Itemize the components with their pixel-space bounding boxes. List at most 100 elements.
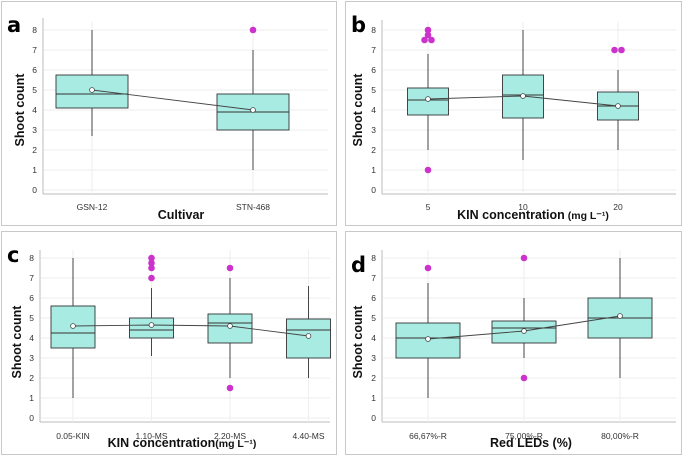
mean-marker-a-1 <box>250 107 256 113</box>
x-tick-label-d-0: 66,67%-R <box>409 431 447 441</box>
y-tick-label-a-2: 2 <box>32 145 37 155</box>
y-tick-label-d-6: 6 <box>371 293 376 303</box>
mark-layer-c <box>50 254 331 398</box>
outlier-b-0-1 <box>421 36 428 44</box>
x-tick-label-c-1: 1.10-MS <box>135 431 167 441</box>
y-tick-label-d-1: 1 <box>371 393 376 403</box>
plot-area-a: 0 1 2 3 4 5 6 7 8 GSN-12 STN-468 <box>32 18 328 212</box>
y-tick-label-b-4: 4 <box>371 105 376 115</box>
y-axis-label-a: Shoot count <box>13 73 27 147</box>
y-tick-label-b-2: 2 <box>371 145 376 155</box>
y-tick-label-c-7: 7 <box>29 273 34 283</box>
y-tick-label-c-1: 1 <box>29 393 34 403</box>
y-tick-label-a-6: 6 <box>32 65 37 75</box>
plot-area-d: 0 1 2 3 4 5 6 7 8 66,67%-R 75,00%-R 80,00%-R <box>371 250 676 441</box>
y-tick-label-c-6: 6 <box>29 293 34 303</box>
plot-area-c: 0 1 2 3 4 5 6 7 8 0.05-KIN 1.10-MS 2.20-MS 4.40-MS <box>29 250 331 441</box>
mean-marker-d-2 <box>617 313 623 319</box>
outlier-d-1-0 <box>520 374 528 382</box>
y-tick-label-d-0: 0 <box>371 413 376 423</box>
y-tick-label-c-3: 3 <box>29 353 34 363</box>
y-tick-label-b-7: 7 <box>371 45 376 55</box>
outlier-c-1-2 <box>148 259 155 267</box>
panel-d: d Shoot count Red LEDs (%) 0 1 2 3 4 5 6 7 8 66,6… <box>345 231 682 455</box>
y-tick-label-a-7: 7 <box>32 45 37 55</box>
y-tick-label-d-8: 8 <box>371 253 376 263</box>
x-tick-label-a-1: STN-468 <box>236 202 270 212</box>
y-tick-label-d-4: 4 <box>371 333 376 343</box>
x-tick-label-a-0: GSN-12 <box>77 202 108 212</box>
mean-marker-c-3 <box>305 333 312 339</box>
y-tick-label-a-8: 8 <box>32 25 37 35</box>
mean-marker-a-0 <box>89 87 95 93</box>
x-axis-label-a: Cultivar <box>158 208 205 222</box>
y-tick-label-a-0: 0 <box>32 185 37 195</box>
y-tick-label-a-5: 5 <box>32 85 37 95</box>
outlier-c-2-0 <box>226 384 234 392</box>
outlier-b-2-0 <box>611 46 618 54</box>
y-tick-label-b-0: 0 <box>371 185 376 195</box>
x-tick-label-b-1: 10 <box>518 202 528 212</box>
y-tick-label-d-2: 2 <box>371 373 376 383</box>
mean-line-a <box>91 89 254 111</box>
y-tick-label-a-1: 1 <box>32 165 37 175</box>
mark-layer-a <box>55 26 290 170</box>
mean-marker-b-2 <box>615 103 621 109</box>
y-tick-label-b-1: 1 <box>371 165 376 175</box>
mean-marker-b-0 <box>425 96 431 102</box>
y-tick-label-b-5: 5 <box>371 85 376 95</box>
y-tick-label-d-3: 3 <box>371 353 376 363</box>
mean-marker-d-0 <box>425 336 431 342</box>
x-tick-label-d-1: 75,00%-R <box>505 431 543 441</box>
tick-layer-d: 0 1 2 3 4 5 6 7 8 66,67%-R 75,00%-R 80,00%-R <box>371 253 639 441</box>
x-tick-label-c-2: 2.20-MS <box>214 431 246 441</box>
mean-marker-c-2 <box>227 323 233 329</box>
y-tick-label-b-6: 6 <box>371 65 376 75</box>
outlier-d-1-1 <box>520 254 528 262</box>
outlier-b-0-2 <box>428 36 435 44</box>
panel-label-c: c <box>7 243 19 267</box>
mean-marker-d-1 <box>521 328 527 334</box>
x-axis-label-b: KIN concentration (mg L⁻¹) <box>457 208 609 222</box>
box-c-1 <box>129 317 174 339</box>
x-tick-label-b-0: 5 <box>426 202 431 212</box>
panel-label-a: a <box>7 13 21 37</box>
outlier-c-1-3 <box>148 254 155 262</box>
panel-label-d: d <box>351 253 366 277</box>
outlier-b-0-3 <box>424 31 432 39</box>
y-tick-label-c-5: 5 <box>29 313 34 323</box>
outlier-d-0-0 <box>424 264 432 272</box>
outlier-c-1-0 <box>148 274 155 282</box>
y-tick-label-c-2: 2 <box>29 373 34 383</box>
y-axis-label-c: Shoot count <box>10 305 24 379</box>
outlier-c-1-1 <box>148 264 155 272</box>
x-tick-label-c-0: 0.05-KIN <box>56 431 90 441</box>
outlier-c-2-1 <box>226 264 234 272</box>
y-axis-label-b: Shoot count <box>351 73 365 147</box>
mark-layer-b <box>407 26 639 174</box>
y-tick-label-b-3: 3 <box>371 125 376 135</box>
y-tick-label-d-5: 5 <box>371 313 376 323</box>
x-tick-label-b-2: 20 <box>613 202 623 212</box>
y-tick-label-b-8: 8 <box>371 25 376 35</box>
outlier-a-1-0 <box>249 26 257 34</box>
panel-a: a Shoot count Cultivar 0 1 2 3 4 5 6 7 8 GSN-12 ST… <box>1 1 337 226</box>
mean-marker-c-1 <box>148 322 155 328</box>
mark-layer-d <box>395 254 653 398</box>
tick-layer-a: 0 1 2 3 4 5 6 7 8 GSN-12 STN-468 <box>32 25 270 212</box>
mean-line-c <box>72 324 309 337</box>
panel-b: b Shoot count KIN concentration (mg L⁻¹)… <box>345 1 682 226</box>
plot-area-b: 0 1 2 3 4 5 6 7 8 5 10 20 <box>371 20 676 212</box>
y-tick-label-a-3: 3 <box>32 125 37 135</box>
outlier-b-0-4 <box>424 26 432 34</box>
y-tick-label-d-7: 7 <box>371 273 376 283</box>
mean-marker-b-1 <box>520 93 526 99</box>
y-tick-label-c-4: 4 <box>29 333 34 343</box>
tick-layer-b: 0 1 2 3 4 5 6 7 8 5 10 20 <box>371 25 623 212</box>
x-axis-label-d: Red LEDs (%) <box>490 436 572 450</box>
tick-layer-c: 0 1 2 3 4 5 6 7 8 0.05-KIN 1.10-MS 2.20-MS 4.40-MS <box>29 253 325 441</box>
outlier-b-0-0 <box>424 166 432 174</box>
y-tick-label-a-4: 4 <box>32 105 37 115</box>
outlier-b-2-1 <box>618 46 625 54</box>
